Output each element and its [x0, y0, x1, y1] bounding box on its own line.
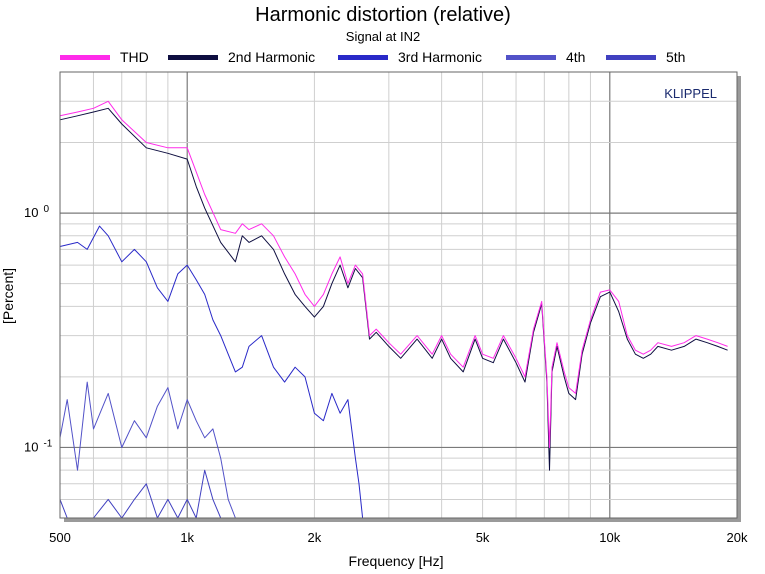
brand-label: KLIPPEL — [664, 86, 717, 101]
x-tick-label: 20k — [727, 530, 748, 545]
series-line-3rd-harmonic — [59, 225, 364, 519]
legend-swatch — [338, 55, 388, 60]
legend-label: THD — [120, 49, 149, 65]
y-axis-label: [Percent] — [0, 268, 16, 324]
x-axis-label: Frequency [Hz] — [349, 553, 444, 569]
plot-area — [60, 72, 737, 518]
legend-label: 3rd Harmonic — [398, 49, 482, 65]
grid — [60, 72, 737, 518]
series-lines — [59, 100, 728, 519]
series-line-thd — [59, 100, 728, 448]
chart-subtitle: Signal at IN2 — [346, 29, 420, 44]
x-tick-label: 1k — [180, 530, 194, 545]
x-tick-label: 500 — [49, 530, 71, 545]
legend-label: 4th — [566, 49, 585, 65]
legend-label: 5th — [666, 49, 685, 65]
plot-border — [59, 71, 738, 519]
x-axis-ticks: 500 1k 2k 5k 10k 20k — [49, 530, 748, 545]
legend-swatch — [606, 55, 656, 60]
legend-swatch — [168, 55, 218, 60]
x-tick-label: 2k — [308, 530, 322, 545]
y-tick-label: 10 0 — [24, 204, 49, 220]
series-line-2nd-harmonic — [59, 107, 728, 471]
chart-title: Harmonic distortion (relative) — [255, 4, 511, 26]
legend-swatch — [60, 55, 110, 60]
legend-label: 2nd Harmonic — [228, 49, 315, 65]
legend-swatch — [506, 55, 556, 60]
y-tick-label: 10 -1 — [24, 438, 53, 454]
x-tick-label: 5k — [476, 530, 490, 545]
series-line-4th — [59, 381, 236, 519]
x-tick-label: 10k — [599, 530, 620, 545]
legend: THD 2nd Harmonic 3rd Harmonic 4th 5th — [60, 49, 685, 65]
